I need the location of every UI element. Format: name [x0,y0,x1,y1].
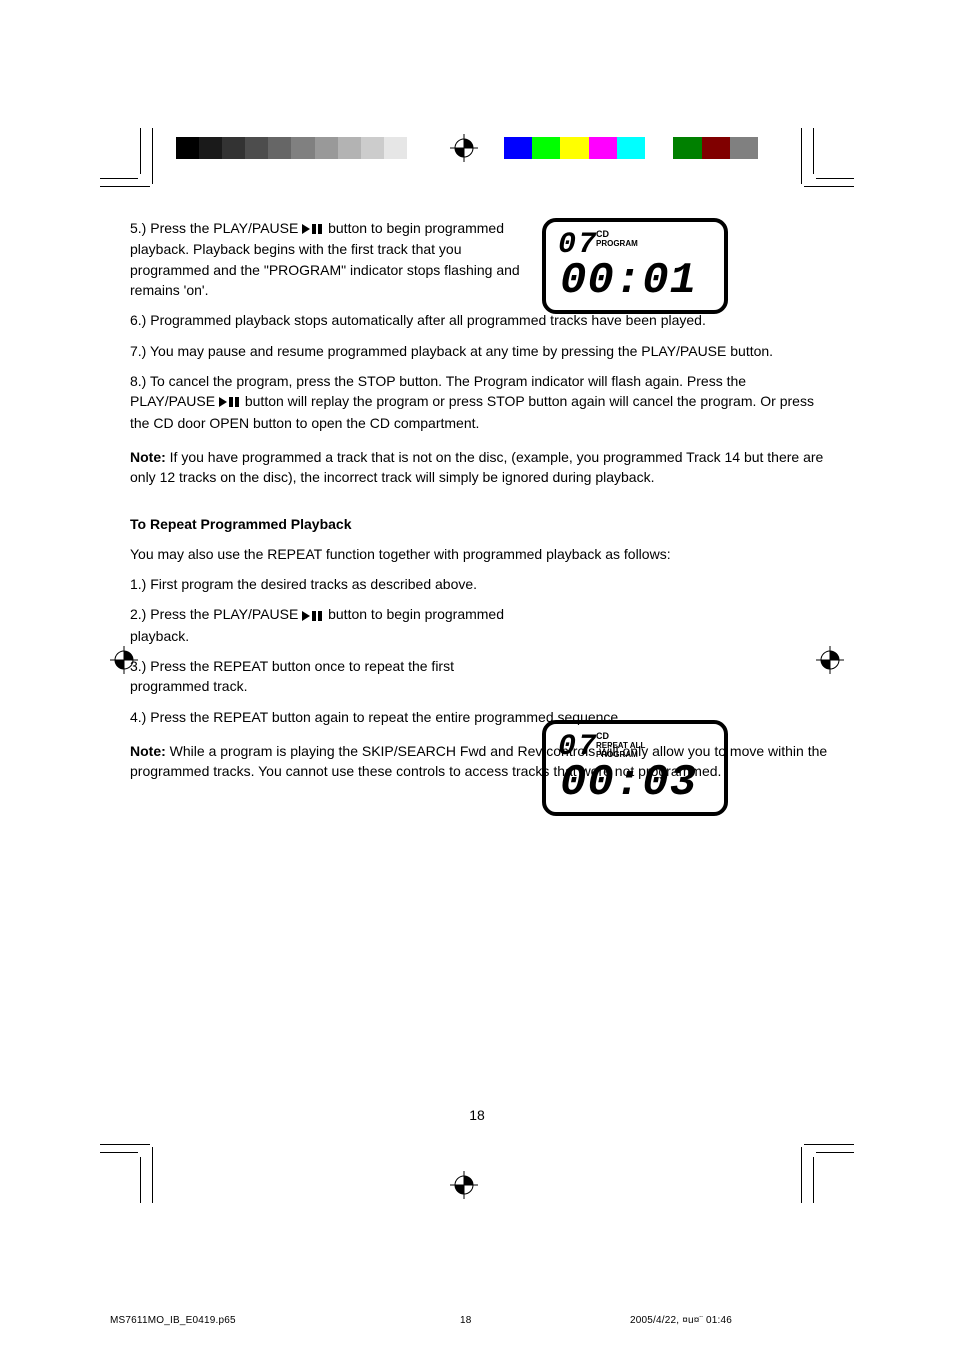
gray-swatch [384,137,407,159]
step-8: 8.) To cancel the program, press the STO… [130,371,830,433]
color-swatch [673,137,701,159]
step-b4: 4.) Press the REPEAT button again to rep… [130,707,830,727]
step-b3: 3.) Press the REPEAT button once to repe… [130,656,525,697]
step-6: 6.) Programmed playback stops automatica… [130,310,830,330]
subhead-repeat: To Repeat Programmed Playback [130,514,830,534]
color-swatch [645,137,673,159]
gray-swatch [407,137,430,159]
note-2-text: While a program is playing the SKIP/SEAR… [130,743,827,779]
gray-swatch [245,137,268,159]
step-b1: 1.) First program the desired tracks as … [130,574,525,594]
color-swatch [589,137,617,159]
gray-swatch [291,137,314,159]
note-1: Note: If you have programmed a track tha… [130,447,830,488]
gray-swatch [268,137,291,159]
gray-swatch [361,137,384,159]
page-number: 18 [469,1107,485,1123]
gray-swatch [315,137,338,159]
color-swatch [560,137,588,159]
step-5-text-a: 5.) Press the PLAY/PAUSE [130,220,302,236]
color-swatch [532,137,560,159]
color-swatch-bar [504,137,758,159]
color-swatch [504,137,532,159]
note-1-label: Note: [130,449,166,465]
gray-swatch [176,137,199,159]
gray-swatch [199,137,222,159]
play-pause-icon [219,392,241,412]
gray-swatch [222,137,245,159]
step-7: 7.) You may pause and resume programmed … [130,341,830,361]
play-pause-icon [302,606,324,626]
intro-repeat: You may also use the REPEAT function tog… [130,544,830,564]
note-2-label: Note: [130,743,166,759]
gray-swatch-bar [176,137,430,159]
step-b2-text-a: 2.) Press the PLAY/PAUSE [130,606,302,622]
note-1-text: If you have programmed a track that is n… [130,449,823,485]
registration-target-top [450,134,478,162]
gray-swatch [338,137,361,159]
footer-line: MS7611MO_IB_E0419.p65 18 2005/4/22, ¤u¤¨… [110,1315,910,1326]
footer-page: 18 [460,1315,472,1326]
page-root: 07 CD PROGRAM 00:01 07 CD REPEAT ALL PRO… [0,0,954,1351]
step-5: 5.) Press the PLAY/PAUSE button to begin… [130,218,525,300]
registration-target-bottom [450,1171,478,1199]
note-2: Note: While a program is playing the SKI… [130,741,830,782]
color-swatch [730,137,758,159]
footer-timestamp: 2005/4/22, ¤u¤¨ 01:46 [630,1315,732,1326]
color-swatch [702,137,730,159]
play-pause-icon [302,219,324,239]
color-swatch [617,137,645,159]
footer-file: MS7611MO_IB_E0419.p65 [110,1315,236,1326]
step-b2: 2.) Press the PLAY/PAUSE button to begin… [130,604,525,646]
content-column: 5.) Press the PLAY/PAUSE button to begin… [130,218,830,792]
